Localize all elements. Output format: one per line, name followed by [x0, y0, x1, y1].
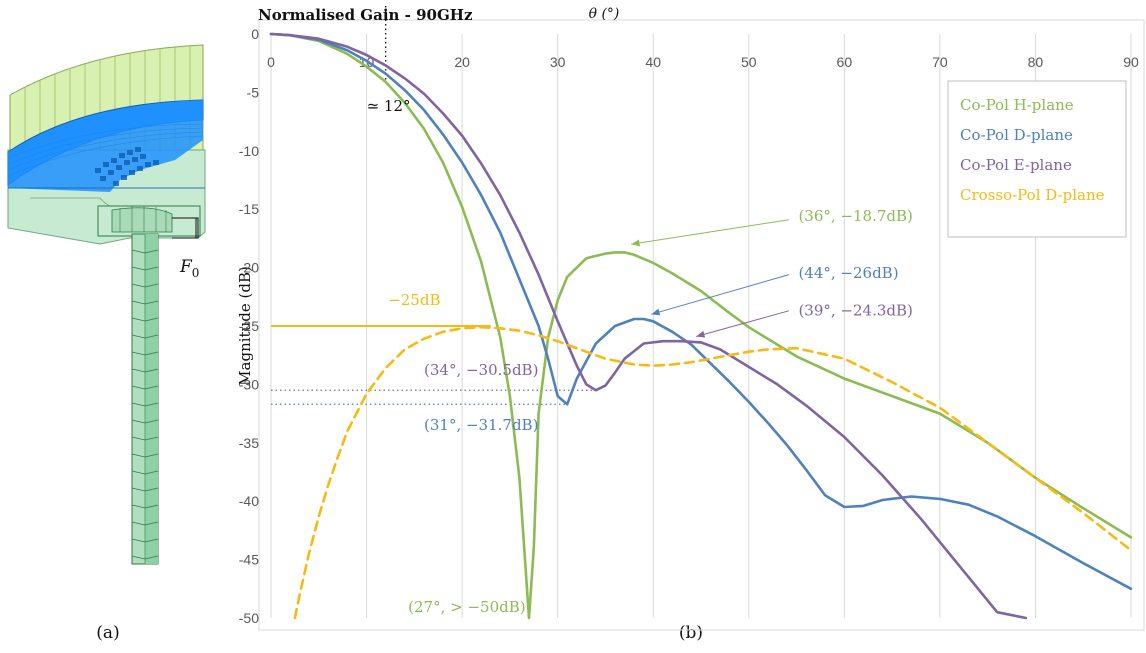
legend-entry: Co-Pol E-plane [960, 156, 1072, 174]
annotation-label: (39°, −24.3dB) [798, 301, 912, 319]
y-tick-label: -25 [239, 318, 259, 334]
y-tick-label: -10 [239, 143, 259, 159]
x-tick-label: 20 [454, 54, 470, 70]
legend-entry: Crosso-Pol D-plane [960, 186, 1105, 204]
y-tick-label: -45 [239, 552, 259, 568]
y-tick-label: -50 [239, 610, 259, 626]
gain-chart: Normalised Gain - 90GHz θ (°) Magnitude … [236, 5, 1145, 631]
annotation-label: (44°, −26dB) [798, 264, 898, 282]
annotation-label: (27°, > −50dB) [408, 598, 525, 616]
y-tick-label: -35 [239, 435, 259, 451]
chart-ticks: 0 10 20 30 40 50 60 70 80 900-5-10-15-20-25-30-35… [239, 26, 1139, 626]
y-tick-label: -30 [239, 376, 259, 392]
model-feed-rings [131, 249, 159, 560]
y-tick-label: 0 [251, 26, 259, 42]
annotation-arrow [631, 219, 789, 245]
series-line-1 [269, 32, 1133, 620]
x-tick-label: 0 [267, 54, 275, 70]
x-tick-label: 30 [550, 54, 566, 70]
legend-entry: Co-Pol H-plane [960, 96, 1074, 114]
x-tick-label: 70 [932, 54, 948, 70]
y-tick-label: -15 [239, 201, 259, 217]
model-label-f0: F0 [179, 257, 199, 280]
y-tick-label: -5 [247, 84, 260, 100]
annotation-label: (36°, −18.7dB) [798, 207, 912, 225]
y-tick-label: -40 [239, 493, 259, 509]
annotation-label: (34°, −30.5dB) [424, 361, 538, 379]
y-axis-label: Magnitude (dB) [236, 266, 254, 386]
x-tick-label: 90 [1123, 54, 1139, 70]
chart-area-border [258, 19, 1145, 631]
chart-legend: Co-Pol H-plane Co-Pol D-plane Co-Pol E-pla… [947, 80, 1127, 238]
y-tick-label: -20 [239, 260, 259, 276]
annotation-label: −25dB [388, 291, 440, 309]
chart-annotations: ≃ 12° −25dB (34°, −30.5dB) (31°, −31.7dB) (3… [367, 97, 913, 616]
x-tick-label: 60 [837, 54, 853, 70]
model-pixel-pattern [95, 147, 159, 186]
x-tick-label: 80 [1028, 54, 1044, 70]
panel-b-label: (b) [679, 623, 703, 643]
annotation-arrowhead [651, 308, 661, 316]
annotation-arrowhead [631, 239, 640, 247]
chart-title: Normalised Gain - 90GHz [258, 6, 473, 24]
annotation-label: ≃ 12° [367, 97, 411, 115]
annotation-arrow [651, 274, 790, 315]
series-line-2 [269, 32, 1133, 591]
annotation-arrow [696, 310, 790, 337]
x-tick-label: 40 [645, 54, 661, 70]
horn-model-illustration: F0 [7, 44, 206, 565]
annotation-label: (31°, −31.7dB) [424, 416, 538, 434]
legend-box [947, 80, 1127, 238]
x-axis-label: θ (°) [589, 6, 620, 22]
legend-entry: Co-Pol D-plane [960, 126, 1073, 144]
panel-a-label: (a) [96, 623, 119, 643]
series-line-4 [293, 325, 1133, 620]
series-line-3 [269, 32, 1028, 620]
annotation-arrowhead [696, 330, 706, 338]
chart-series [269, 32, 1133, 620]
x-tick-label: 50 [741, 54, 757, 70]
